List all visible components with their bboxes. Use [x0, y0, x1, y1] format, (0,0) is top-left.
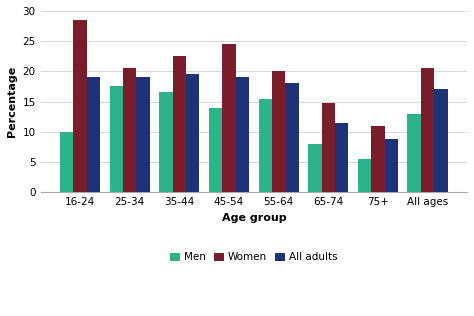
Bar — [358, 159, 371, 192]
Bar — [335, 123, 348, 192]
Bar — [308, 144, 321, 192]
Bar — [109, 87, 123, 192]
Bar — [421, 68, 434, 192]
Bar — [236, 77, 249, 192]
Bar — [272, 71, 285, 192]
Y-axis label: Percentage: Percentage — [7, 66, 17, 137]
Bar — [384, 139, 398, 192]
Bar — [209, 107, 222, 192]
Bar — [73, 20, 87, 192]
Bar — [60, 132, 73, 192]
Bar — [408, 113, 421, 192]
Legend: Men, Women, All adults: Men, Women, All adults — [166, 248, 341, 266]
Bar — [159, 93, 173, 192]
Bar — [258, 99, 272, 192]
Bar — [222, 44, 236, 192]
X-axis label: Age group: Age group — [221, 213, 286, 222]
Bar — [434, 89, 447, 192]
Bar — [321, 103, 335, 192]
Bar — [371, 126, 384, 192]
Bar — [123, 68, 137, 192]
Bar — [285, 83, 299, 192]
Bar — [173, 56, 186, 192]
Bar — [137, 77, 150, 192]
Bar — [87, 77, 100, 192]
Bar — [186, 74, 200, 192]
